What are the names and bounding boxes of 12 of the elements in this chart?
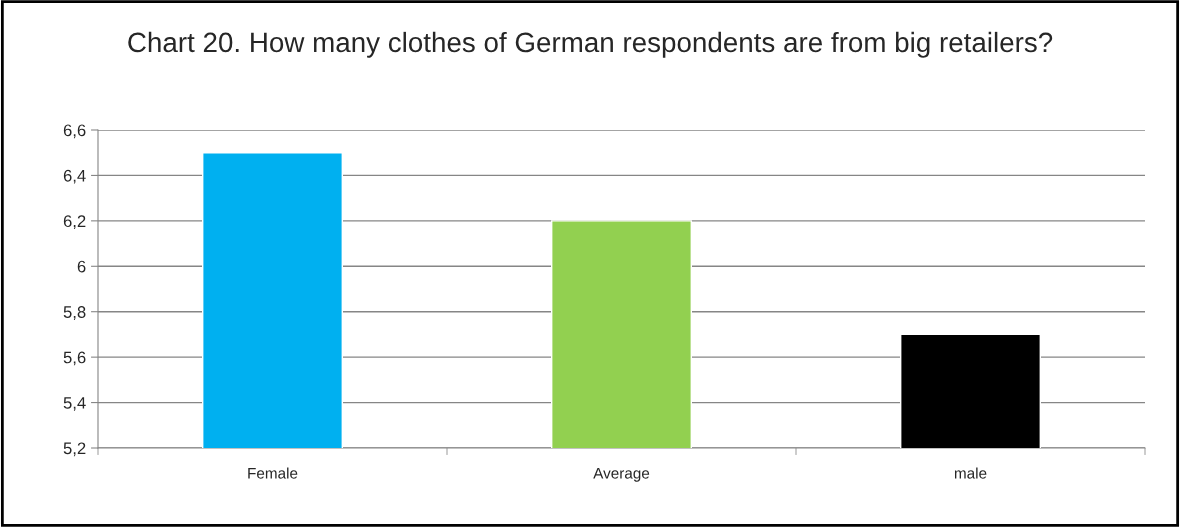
y-tick-label: 5,6 [63,351,86,366]
y-tick-label: 5,8 [63,306,86,320]
y-tick-label: 6 [77,260,86,273]
x-tick-label: Female [248,467,298,479]
y-tick-label: 5,4 [63,397,86,411]
chart-title: Chart 20. How many clothes of German respondents are from big retailers? [128,31,1053,58]
y-tick-label: 5,2 [63,442,86,457]
x-tick-label: male [954,467,987,479]
x-tick-label: Average [593,468,650,482]
y-tick-label: 6,4 [63,169,86,184]
y-tick-label: 6,2 [63,215,86,230]
y-tick-label: 6,6 [63,124,86,139]
